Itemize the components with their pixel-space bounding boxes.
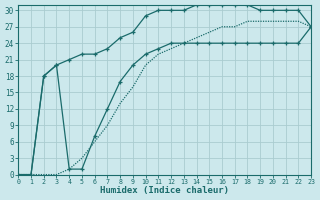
X-axis label: Humidex (Indice chaleur): Humidex (Indice chaleur) bbox=[100, 186, 229, 195]
